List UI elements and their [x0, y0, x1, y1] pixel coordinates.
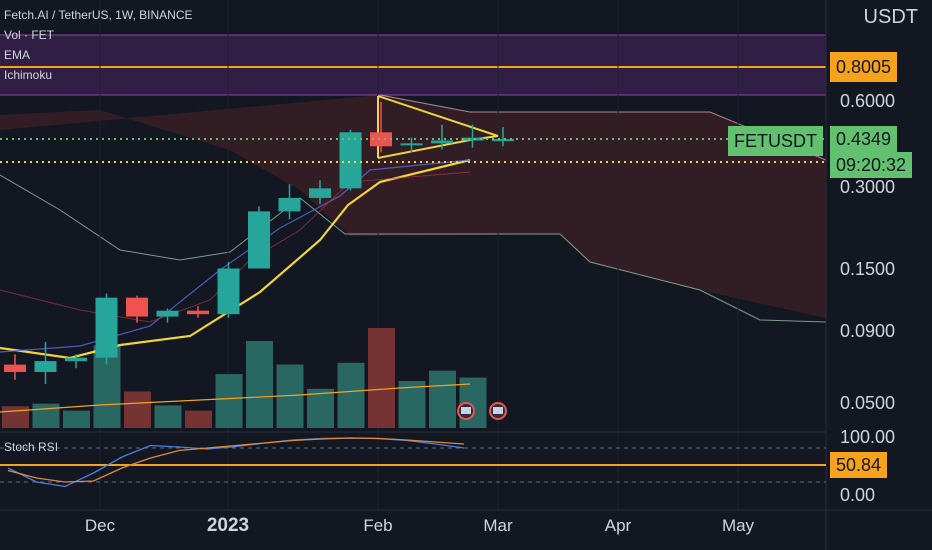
volume-bar	[2, 406, 29, 428]
candle-body	[370, 132, 392, 147]
candle-body	[492, 139, 514, 142]
triangle-upper	[377, 95, 499, 137]
volume-bar	[63, 410, 90, 428]
candle-body	[187, 310, 209, 315]
candle-body	[339, 132, 362, 189]
candle-body	[65, 357, 87, 362]
candle-body	[34, 361, 57, 372]
candle-body	[278, 197, 301, 212]
volume-bar	[368, 328, 395, 428]
volume-bar	[124, 391, 151, 428]
ichimoku-cloud	[0, 95, 826, 318]
volume-bar	[215, 374, 243, 428]
volume-ma-line	[0, 383, 471, 413]
ichimoku-span-b	[0, 174, 827, 323]
legend-ema[interactable]: EMA	[4, 48, 31, 62]
symbol-tag: FETUSDT	[728, 126, 823, 156]
volume-bar	[398, 381, 426, 428]
time-tick-label: Dec	[85, 516, 116, 535]
price-tick-label: 0.1500	[840, 259, 895, 279]
candle-body	[248, 211, 270, 269]
price-tick-label: 0.0500	[840, 393, 895, 413]
candle-body	[217, 268, 240, 315]
candle-body	[156, 310, 179, 317]
price-tick-label: 0.0900	[840, 321, 895, 341]
event-flag-inner	[461, 407, 471, 414]
chart-title: Fetch.AI / TetherUS, 1W, BINANCE	[4, 8, 193, 22]
time-tick-label: Apr	[605, 516, 632, 535]
candle-body	[126, 297, 148, 317]
legend-ichimoku[interactable]: Ichimoku	[4, 68, 53, 82]
volume-bar	[429, 370, 456, 428]
legend-volume[interactable]: Vol · FET	[4, 28, 55, 42]
time-tick-label: 2023	[207, 515, 249, 536]
volume-bar	[246, 341, 273, 428]
volume-bar	[154, 405, 182, 428]
orange-level-tag: 0.8005	[830, 52, 898, 82]
stoch-d-line	[7, 437, 465, 483]
candle-body	[431, 140, 453, 144]
stoch-value-tag: 50.84	[830, 452, 888, 478]
overbought-band	[0, 35, 826, 95]
price-tick-label: 0.6000	[840, 91, 895, 111]
stoch-tick-label: 0.00	[840, 485, 875, 505]
price-tick-label: 0.3000	[840, 177, 895, 197]
ema-line	[0, 158, 471, 360]
candle-body	[95, 297, 118, 358]
currency-label[interactable]: USDT	[863, 6, 918, 28]
candle-body	[461, 137, 484, 141]
stoch-rsi-label[interactable]: Stoch RSI	[4, 440, 59, 454]
candle-body	[4, 364, 26, 372]
time-tick-label: Feb	[363, 516, 392, 535]
candle-body	[400, 143, 423, 146]
volume-bar	[337, 362, 365, 428]
countdown-tag: 09:20:32	[830, 152, 913, 178]
volume-bar	[32, 403, 60, 428]
last-price-tag: 0.4349	[830, 126, 898, 152]
volume-bar	[185, 410, 212, 428]
volume-bar	[307, 388, 334, 428]
stoch-tick-label: 100.00	[840, 427, 895, 447]
candle-body	[309, 188, 331, 198]
time-tick-label: Mar	[483, 516, 513, 535]
time-tick-label: May	[722, 516, 755, 535]
event-flag-inner	[493, 407, 503, 414]
